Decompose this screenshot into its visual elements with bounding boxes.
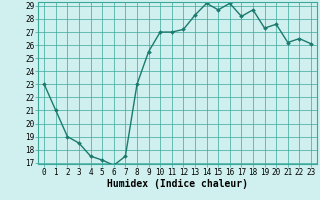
X-axis label: Humidex (Indice chaleur): Humidex (Indice chaleur) (107, 179, 248, 189)
